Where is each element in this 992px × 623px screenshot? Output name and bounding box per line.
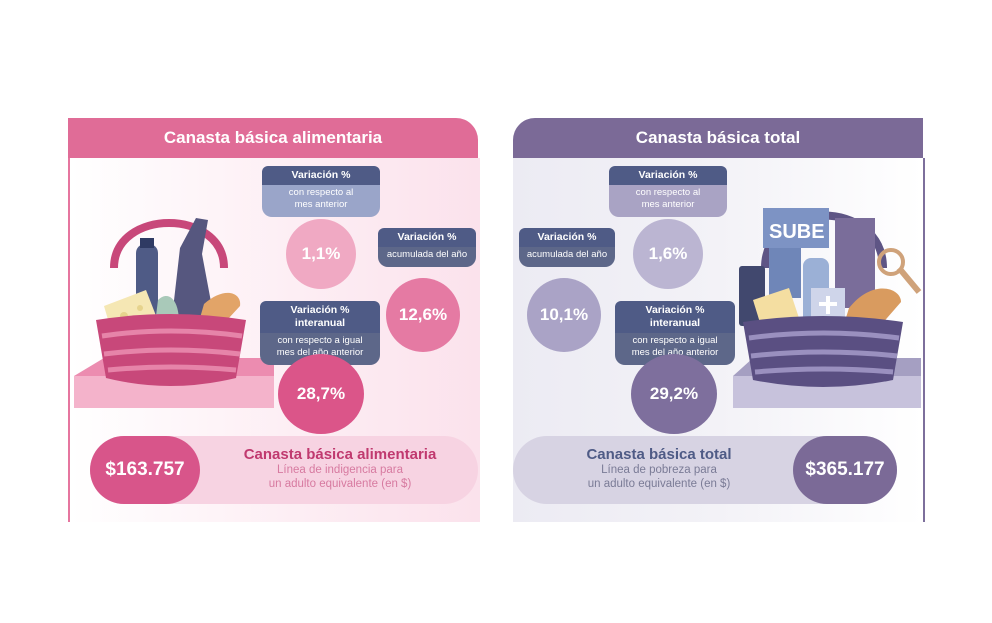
tag-desc-line1: con respecto a igual — [277, 335, 363, 347]
bottom-strip: $163.757 Canasta básica alimentaria Líne… — [90, 436, 478, 504]
tag-yearly-variation: Variación % interanual con respecto a ig… — [260, 301, 380, 365]
circle-yearly-value: 28,7% — [278, 354, 364, 434]
food-basket-illustration — [74, 208, 274, 418]
tag-yearly-variation: Variación % interanual con respecto a ig… — [615, 301, 735, 365]
tag-monthly-variation: Variación % con respecto al mes anterior — [262, 166, 380, 217]
tag-desc-line1: con respecto al — [288, 187, 354, 199]
tag-title: Variación % — [262, 166, 380, 186]
strip-text: Canasta básica total Línea de pobreza pa… — [539, 446, 779, 492]
panel-canasta-total: Canasta básica total Variación % acumula… — [513, 118, 925, 522]
bottom-strip: Canasta básica total Línea de pobreza pa… — [513, 436, 897, 504]
tag-desc-line2: mes del año anterior — [631, 347, 719, 359]
price-value: $365.177 — [793, 436, 897, 504]
circle-accumulated-value: 10,1% — [527, 278, 601, 352]
sube-card-label: SUBE — [769, 221, 825, 243]
tag-title: Variación % interanual — [260, 301, 380, 334]
tag-title: Variación % interanual — [615, 301, 735, 334]
tag-title: Variación % — [378, 228, 476, 248]
circle-monthly-value: 1,1% — [286, 219, 356, 289]
tag-desc-line2: mes anterior — [294, 199, 348, 210]
strip-title: Canasta básica total — [586, 446, 732, 463]
total-basket-illustration: SUBE — [723, 188, 923, 418]
tag-desc-line2: mes del año anterior — [276, 347, 364, 359]
strip-subtitle-line2: un adulto equivalente (en $) — [268, 477, 412, 490]
strip-subtitle-line1: Línea de pobreza para — [601, 464, 717, 476]
tag-accumulated-variation: Variación % acumulada del año — [378, 228, 476, 267]
tag-description: con respecto al mes anterior — [262, 185, 380, 217]
circle-monthly-value: 1,6% — [633, 219, 703, 289]
tag-monthly-variation: Variación % con respecto al mes anterior — [609, 166, 727, 217]
tag-desc-line2: mes anterior — [641, 199, 695, 210]
tag-title: Variación % — [519, 228, 615, 248]
tag-desc-line1: con respecto al — [635, 187, 701, 199]
panel-canasta-alimentaria: Canasta básica alimentaria Variación % c… — [68, 118, 480, 522]
strip-subtitle-line1: Línea de indigencia para — [277, 464, 403, 476]
tag-desc-line1: con respecto a igual — [632, 335, 718, 347]
strip-subtitle-line2: un adulto equivalente (en $) — [587, 477, 731, 490]
circle-yearly-value: 29,2% — [631, 354, 717, 434]
strip-title: Canasta básica alimentaria — [243, 446, 437, 463]
circle-accumulated-value: 12,6% — [386, 278, 460, 352]
tag-description: acumulada del año — [378, 247, 476, 267]
tag-description: acumulada del año — [519, 247, 615, 267]
panel-title: Canasta básica total — [513, 118, 923, 158]
tag-description: con respecto al mes anterior — [609, 185, 727, 217]
price-value: $163.757 — [90, 436, 200, 504]
tag-title: Variación % — [609, 166, 727, 186]
strip-text: Canasta básica alimentaria Línea de indi… — [220, 446, 460, 492]
tag-accumulated-variation: Variación % acumulada del año — [519, 228, 615, 267]
panel-title: Canasta básica alimentaria — [68, 118, 478, 158]
